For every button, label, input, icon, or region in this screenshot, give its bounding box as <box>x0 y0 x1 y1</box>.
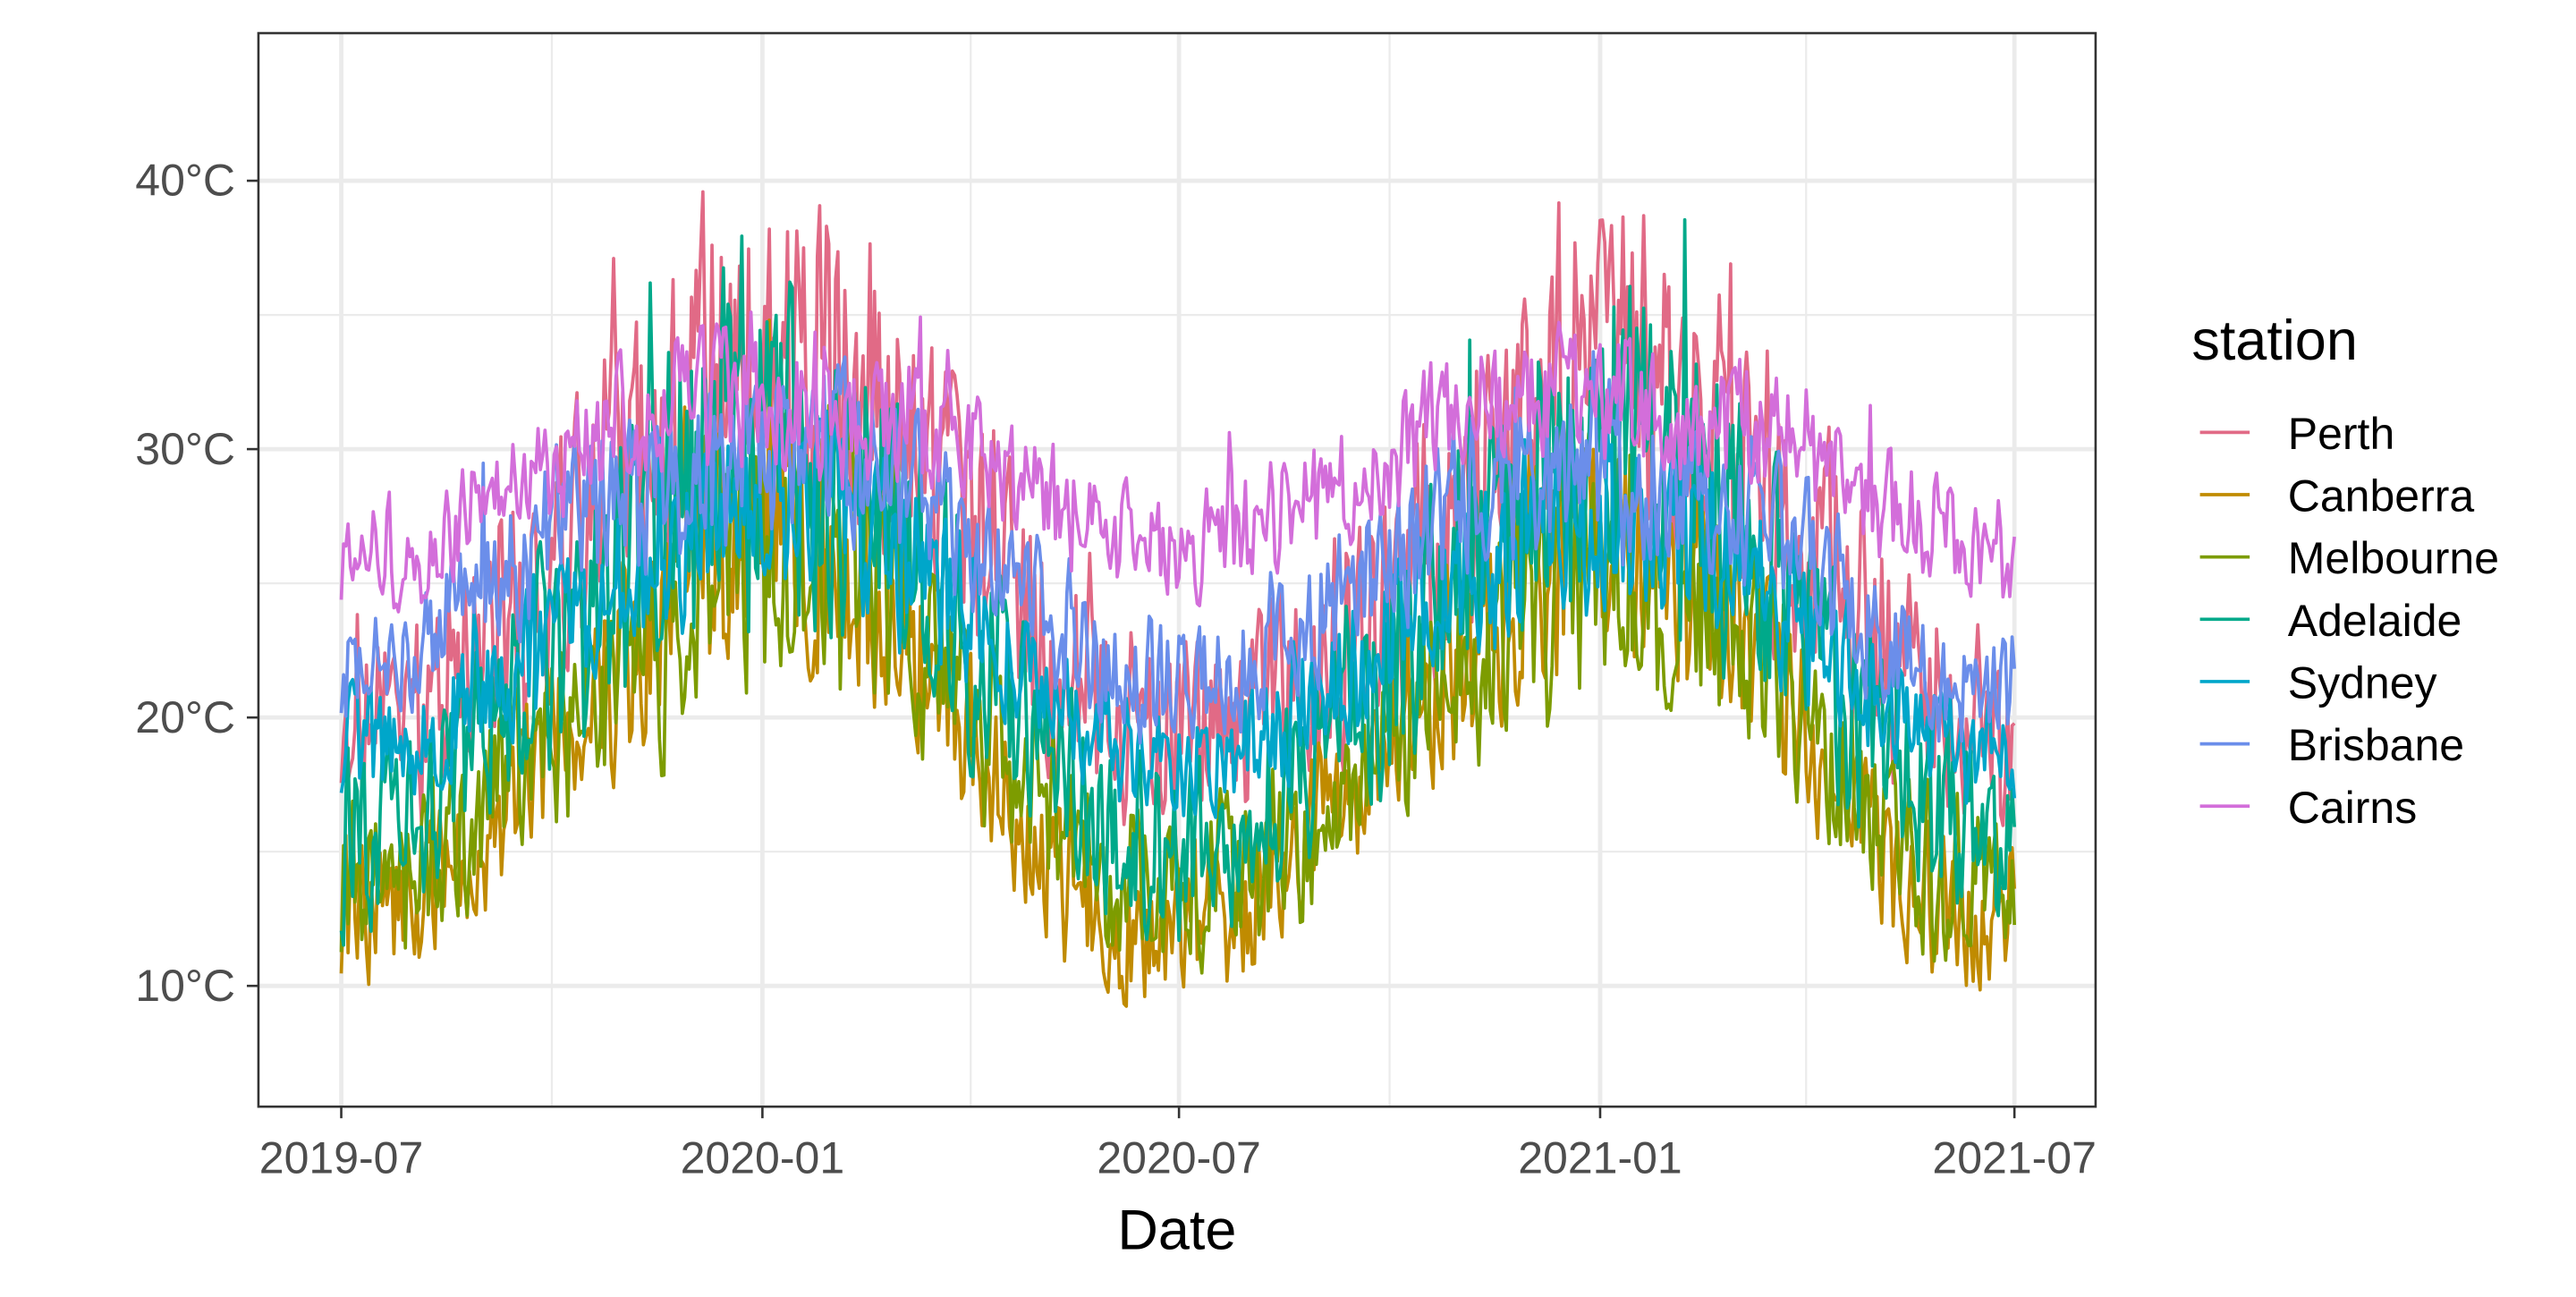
x-tick-label: 2020-07 <box>1097 1132 1261 1183</box>
legend-label: Sydney <box>2288 657 2437 708</box>
legend-item-canberra: Canberra <box>2199 471 2475 521</box>
legend-label: Canberra <box>2288 471 2475 521</box>
legend-title: station <box>2191 309 2358 372</box>
legend-item-melbourne: Melbourne <box>2199 533 2499 583</box>
legend-label: Brisbane <box>2288 720 2464 770</box>
legend-items: Perth Canberra Melbourne Adelaide Sydney Bris… <box>2199 409 2499 833</box>
legend-label: Melbourne <box>2288 533 2499 583</box>
y-tick-label: 20°C <box>135 692 235 742</box>
y-tick-label: 10°C <box>135 961 235 1011</box>
legend-item-brisbane: Brisbane <box>2199 720 2464 770</box>
plot-panel-border <box>257 31 2097 1108</box>
x-tick-label: 2021-01 <box>1518 1132 1682 1183</box>
y-tick-label: 40°C <box>135 156 235 206</box>
series-line-cairns <box>339 310 2016 614</box>
legend-item-adelaide: Adelaide <box>2199 596 2462 646</box>
y-axis-ticks: 10°C 20°C 30°C 40°C <box>135 156 258 1011</box>
legend: station Perth Canberra Melbourne Adelaide Sy… <box>2191 309 2499 833</box>
x-tick-label: 2020-01 <box>681 1132 845 1183</box>
x-tick-label: 2021-07 <box>1932 1132 2097 1183</box>
legend-label: Adelaide <box>2288 596 2462 646</box>
x-axis-title: Date <box>1117 1199 1236 1261</box>
series-line-brisbane <box>339 350 2017 745</box>
series-lines <box>339 190 2017 1008</box>
legend-item-cairns: Cairns <box>2199 783 2417 833</box>
legend-item-sydney: Sydney <box>2199 657 2437 708</box>
x-tick-label: 2019-07 <box>259 1132 424 1183</box>
y-tick-label: 30°C <box>135 424 235 474</box>
legend-label: Perth <box>2288 409 2395 459</box>
legend-item-perth: Perth <box>2199 409 2395 459</box>
legend-label: Cairns <box>2288 783 2417 833</box>
x-axis-ticks: 2019-07 2020-01 2020-07 2021-01 2021-07 <box>259 1106 2097 1183</box>
